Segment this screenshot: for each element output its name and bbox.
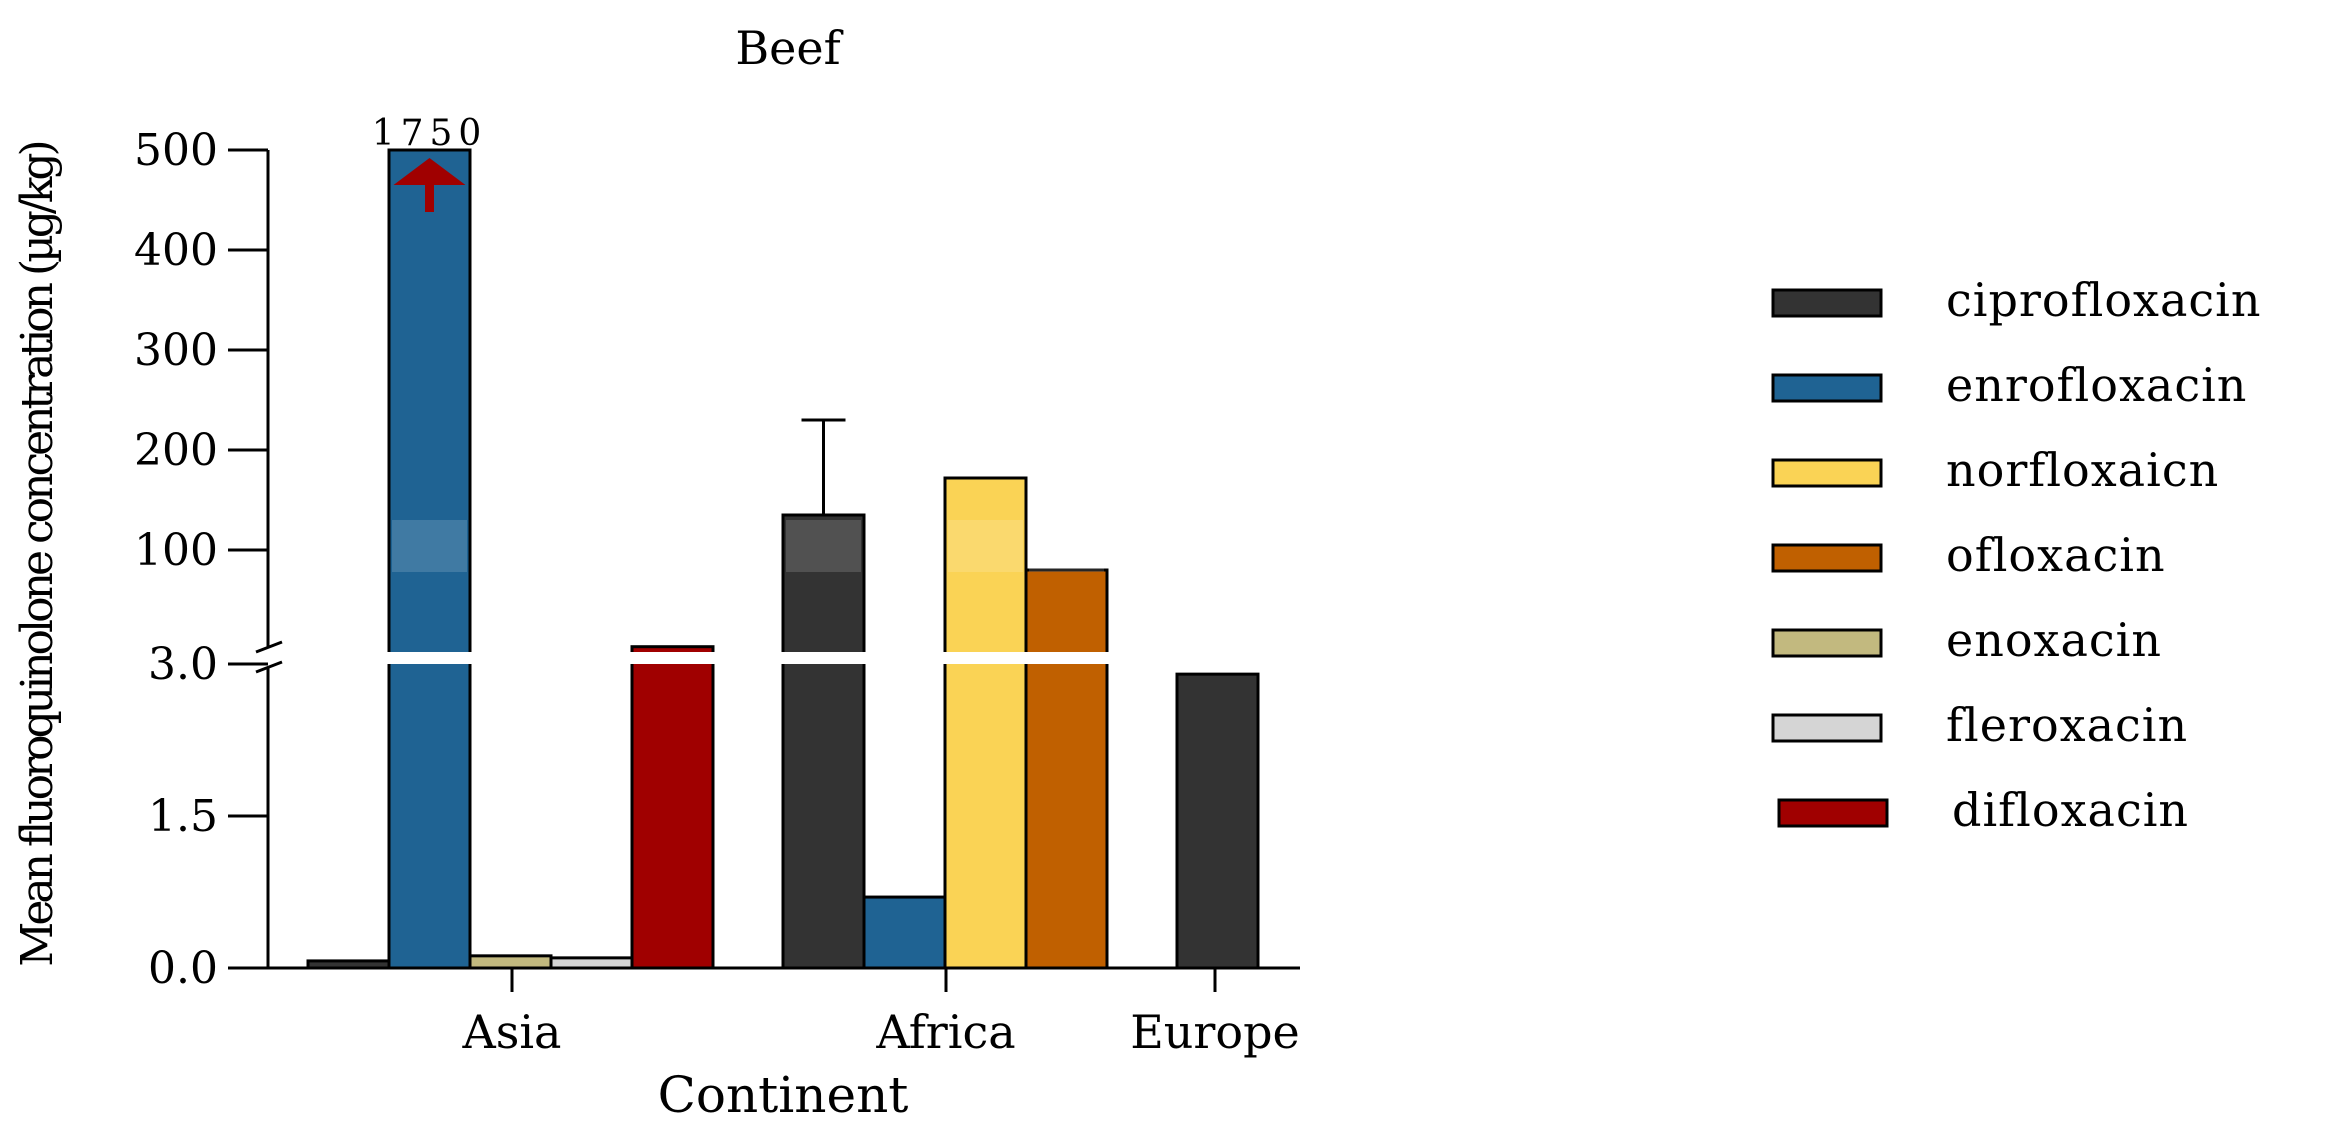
legend-swatch-difloxacin: [1777, 798, 1889, 828]
bar-africa-ofloxacin: [1024, 568, 1109, 970]
axes: 0.0 1.5 3.0 100 200 300 400 500 Asia Africa Europe: [134, 125, 1300, 1059]
y-tick-label-400: 400: [134, 225, 218, 276]
bar-break-shade-africa-ciprofloxacin: [786, 520, 861, 572]
bar-asia-fleroxacin: [549, 956, 634, 970]
legend: ciprofloxacin enrofloxacin norfloxaicn oflo…: [1771, 273, 2262, 837]
legend-swatch-enoxacin: [1771, 628, 1883, 658]
legend-swatch-fleroxacin: [1771, 713, 1883, 743]
y-tick-label-1-5: 1.5: [148, 791, 218, 842]
bar-africa-enrofloxacin: [862, 895, 947, 970]
bar-break-shade-asia-difloxacin: [635, 520, 710, 572]
chart-title: Beef: [735, 21, 843, 75]
bar-break-shade-africa-ofloxacin: [1029, 520, 1104, 572]
legend-label-enrofloxacin: enrofloxacin: [1946, 358, 2247, 412]
legend-swatch-norfloxaicn: [1771, 458, 1883, 488]
y-axis-label: Mean fluoroquinolone concentration (µg/k…: [12, 142, 63, 966]
bar-asia-difloxacin: [630, 645, 715, 970]
y-tick-label-3-0: 3.0: [148, 639, 218, 690]
bar-asia-enrofloxacin: [387, 148, 472, 970]
y-tick-label-100: 100: [134, 525, 218, 576]
legend-label-fleroxacin: fleroxacin: [1946, 698, 2188, 752]
y-axis-label-group: Mean fluoroquinolone concentration (µg/k…: [12, 142, 63, 966]
y-tick-label-500: 500: [134, 125, 218, 176]
bar-break-shade-asia-enrofloxacin: [392, 520, 467, 572]
y-tick-label-300: 300: [134, 325, 218, 376]
bar-break-shade-africa-norfloxaicn: [948, 520, 1023, 572]
y-tick-label-200: 200: [134, 425, 218, 476]
legend-label-ofloxacin: ofloxacin: [1946, 528, 2166, 582]
legend-label-norfloxaicn: norfloxaicn: [1946, 443, 2219, 497]
plot-area: 1750: [248, 113, 1320, 970]
up-arrow-icon: [393, 158, 466, 185]
y-tick-label-0-0: 0.0: [148, 943, 218, 994]
legend-swatch-ofloxacin: [1771, 543, 1883, 573]
legend-label-ciprofloxacin: ciprofloxacin: [1946, 273, 2262, 327]
bar-asia-enoxacin: [468, 954, 553, 970]
x-tick-label-europe: Europe: [1130, 1005, 1300, 1059]
bar-europe-ciprofloxacin: [1175, 672, 1260, 970]
x-tick-label-africa: Africa: [875, 1005, 1015, 1059]
legend-swatch-enrofloxacin: [1771, 373, 1883, 403]
bar-africa-ciprofloxacin: [781, 513, 866, 970]
legend-swatch-ciprofloxacin: [1771, 288, 1883, 318]
y-axis-break-mark-bottom: [255, 660, 283, 674]
x-tick-label-asia: Asia: [462, 1005, 562, 1059]
legend-label-enoxacin: enoxacin: [1946, 613, 2162, 667]
axis-break-band: [248, 652, 1320, 664]
x-axis-label: Continent: [658, 1066, 909, 1124]
legend-label-difloxacin: difloxacin: [1952, 783, 2189, 837]
bar-africa-norfloxaicn: [943, 476, 1028, 970]
bar-annotation-label: 1750: [372, 113, 488, 154]
y-axis-break-mark-top: [255, 640, 283, 654]
